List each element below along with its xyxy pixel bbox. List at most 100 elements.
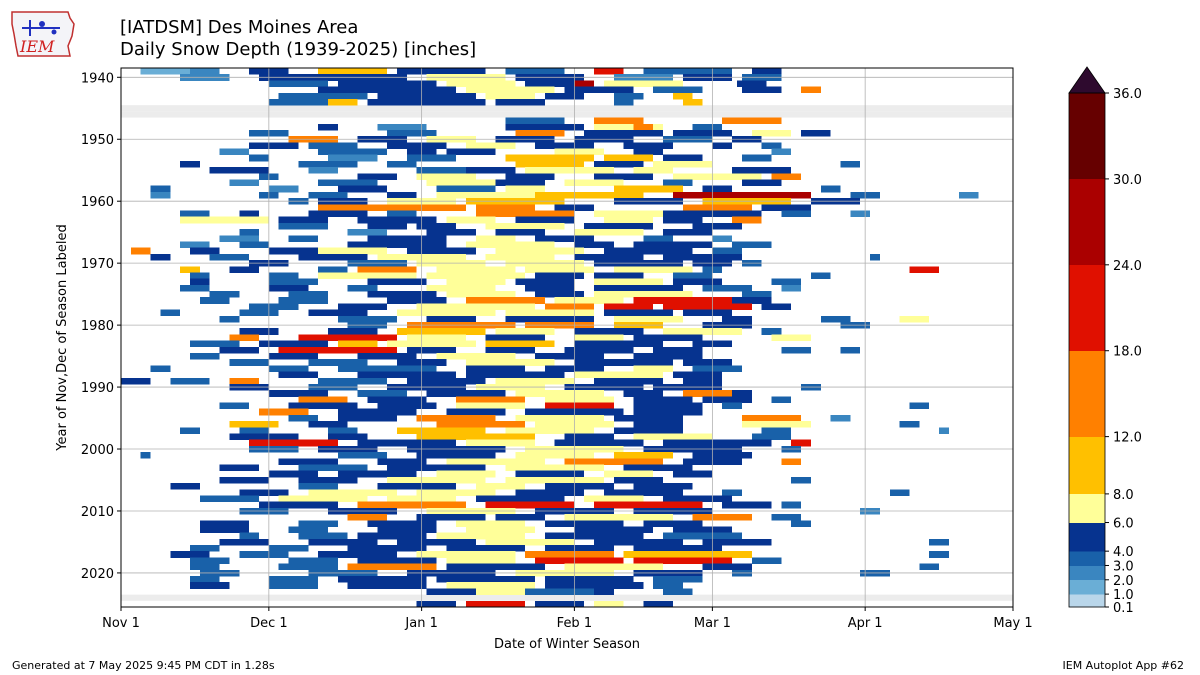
depth-cell [682, 390, 733, 397]
depth-cell [337, 315, 397, 323]
depth-cell [682, 98, 703, 106]
depth-cell [170, 483, 200, 490]
depth-cell [564, 86, 634, 94]
depth-cell [219, 476, 269, 484]
depth-cell [298, 520, 338, 527]
depth-cell [633, 545, 723, 552]
depth-cell [564, 433, 614, 441]
depth-cell [515, 129, 565, 137]
colorbar-segment [1069, 522, 1105, 552]
colorbar-segment [1069, 551, 1105, 566]
depth-cell [308, 309, 368, 317]
depth-cell [722, 315, 752, 323]
depth-cell [643, 68, 733, 75]
depth-cell [633, 396, 693, 403]
depth-cell [278, 495, 368, 503]
depth-cell [564, 346, 634, 354]
depth-cell [495, 98, 545, 106]
depth-cell [150, 191, 171, 199]
depth-cell [702, 563, 752, 571]
depth-cell [554, 439, 644, 447]
depth-cell [396, 538, 476, 546]
depth-cell [189, 352, 220, 360]
depth-cell [751, 129, 792, 137]
depth-cell [633, 483, 693, 490]
x-tick-label: Mar 1 [694, 616, 731, 631]
depth-cell [525, 266, 595, 273]
depth-cell [258, 340, 328, 348]
depth-cell [525, 551, 614, 558]
depth-cell [219, 538, 269, 546]
depth-cell [347, 514, 388, 521]
depth-cell [732, 167, 792, 174]
depth-cell [544, 545, 614, 552]
depth-cell [603, 80, 683, 87]
depth-cell [919, 563, 940, 571]
depth-cell [958, 191, 979, 199]
y-tick-label: 2010 [81, 505, 114, 520]
depth-cell [643, 235, 673, 242]
depth-cell [505, 464, 604, 472]
depth-cell [840, 346, 861, 354]
depth-cell [544, 303, 595, 311]
depth-cell [367, 396, 427, 403]
depth-cell [239, 241, 269, 249]
depth-cell [722, 117, 782, 125]
depth-cell [663, 588, 693, 596]
depth-cell [574, 80, 595, 87]
missing-year-band [121, 594, 1013, 601]
depth-cell [377, 483, 457, 490]
depth-cell [268, 247, 319, 255]
depth-cell [692, 514, 752, 521]
depth-cell [357, 266, 417, 273]
depth-cell [278, 216, 328, 224]
depth-cell [337, 185, 388, 193]
depth-cell [160, 309, 181, 317]
depth-cell [298, 483, 338, 490]
depth-cell [327, 427, 358, 434]
depth-cell [318, 266, 348, 273]
depth-cell [515, 452, 595, 459]
depth-cell [564, 179, 624, 187]
depth-cell [456, 402, 526, 410]
depth-cell [387, 464, 486, 472]
depth-cell [465, 241, 555, 249]
y-tick-label: 1970 [81, 257, 114, 272]
depth-cell [663, 253, 742, 261]
depth-cell [515, 390, 604, 397]
depth-cell [180, 216, 269, 224]
depth-cell [485, 92, 535, 100]
depth-cell [298, 476, 358, 484]
depth-cell [446, 408, 506, 416]
depth-cell [672, 371, 723, 379]
depth-cell [663, 154, 703, 162]
depth-cell [791, 520, 811, 527]
depth-cell [801, 86, 821, 94]
depth-cell [613, 92, 644, 100]
depth-cell [741, 421, 811, 428]
depth-cell [515, 216, 575, 224]
depth-cell [189, 582, 230, 589]
depth-cell [603, 216, 654, 224]
colorbar-tick-label: 2.0 [1113, 574, 1134, 589]
depth-cell [446, 582, 535, 589]
depth-cell [268, 545, 309, 552]
colorbar-frame [1068, 92, 1106, 608]
depth-cell [594, 123, 664, 131]
depth-cell [258, 408, 309, 416]
depth-cell [308, 421, 348, 428]
depth-cell [485, 334, 545, 341]
depth-cell [732, 216, 762, 224]
depth-cell [584, 495, 644, 503]
depth-cell [495, 328, 555, 335]
y-tick-label: 1980 [81, 319, 114, 334]
depth-cell [534, 191, 644, 199]
depth-cell [268, 185, 299, 193]
y-tick-label: 1950 [81, 133, 114, 148]
colorbar-segment [1069, 565, 1105, 581]
depth-cell [249, 142, 299, 149]
colorbar-segment [1069, 178, 1105, 266]
depth-cell [209, 291, 240, 298]
depth-cell [465, 142, 516, 149]
depth-cell [318, 68, 388, 75]
